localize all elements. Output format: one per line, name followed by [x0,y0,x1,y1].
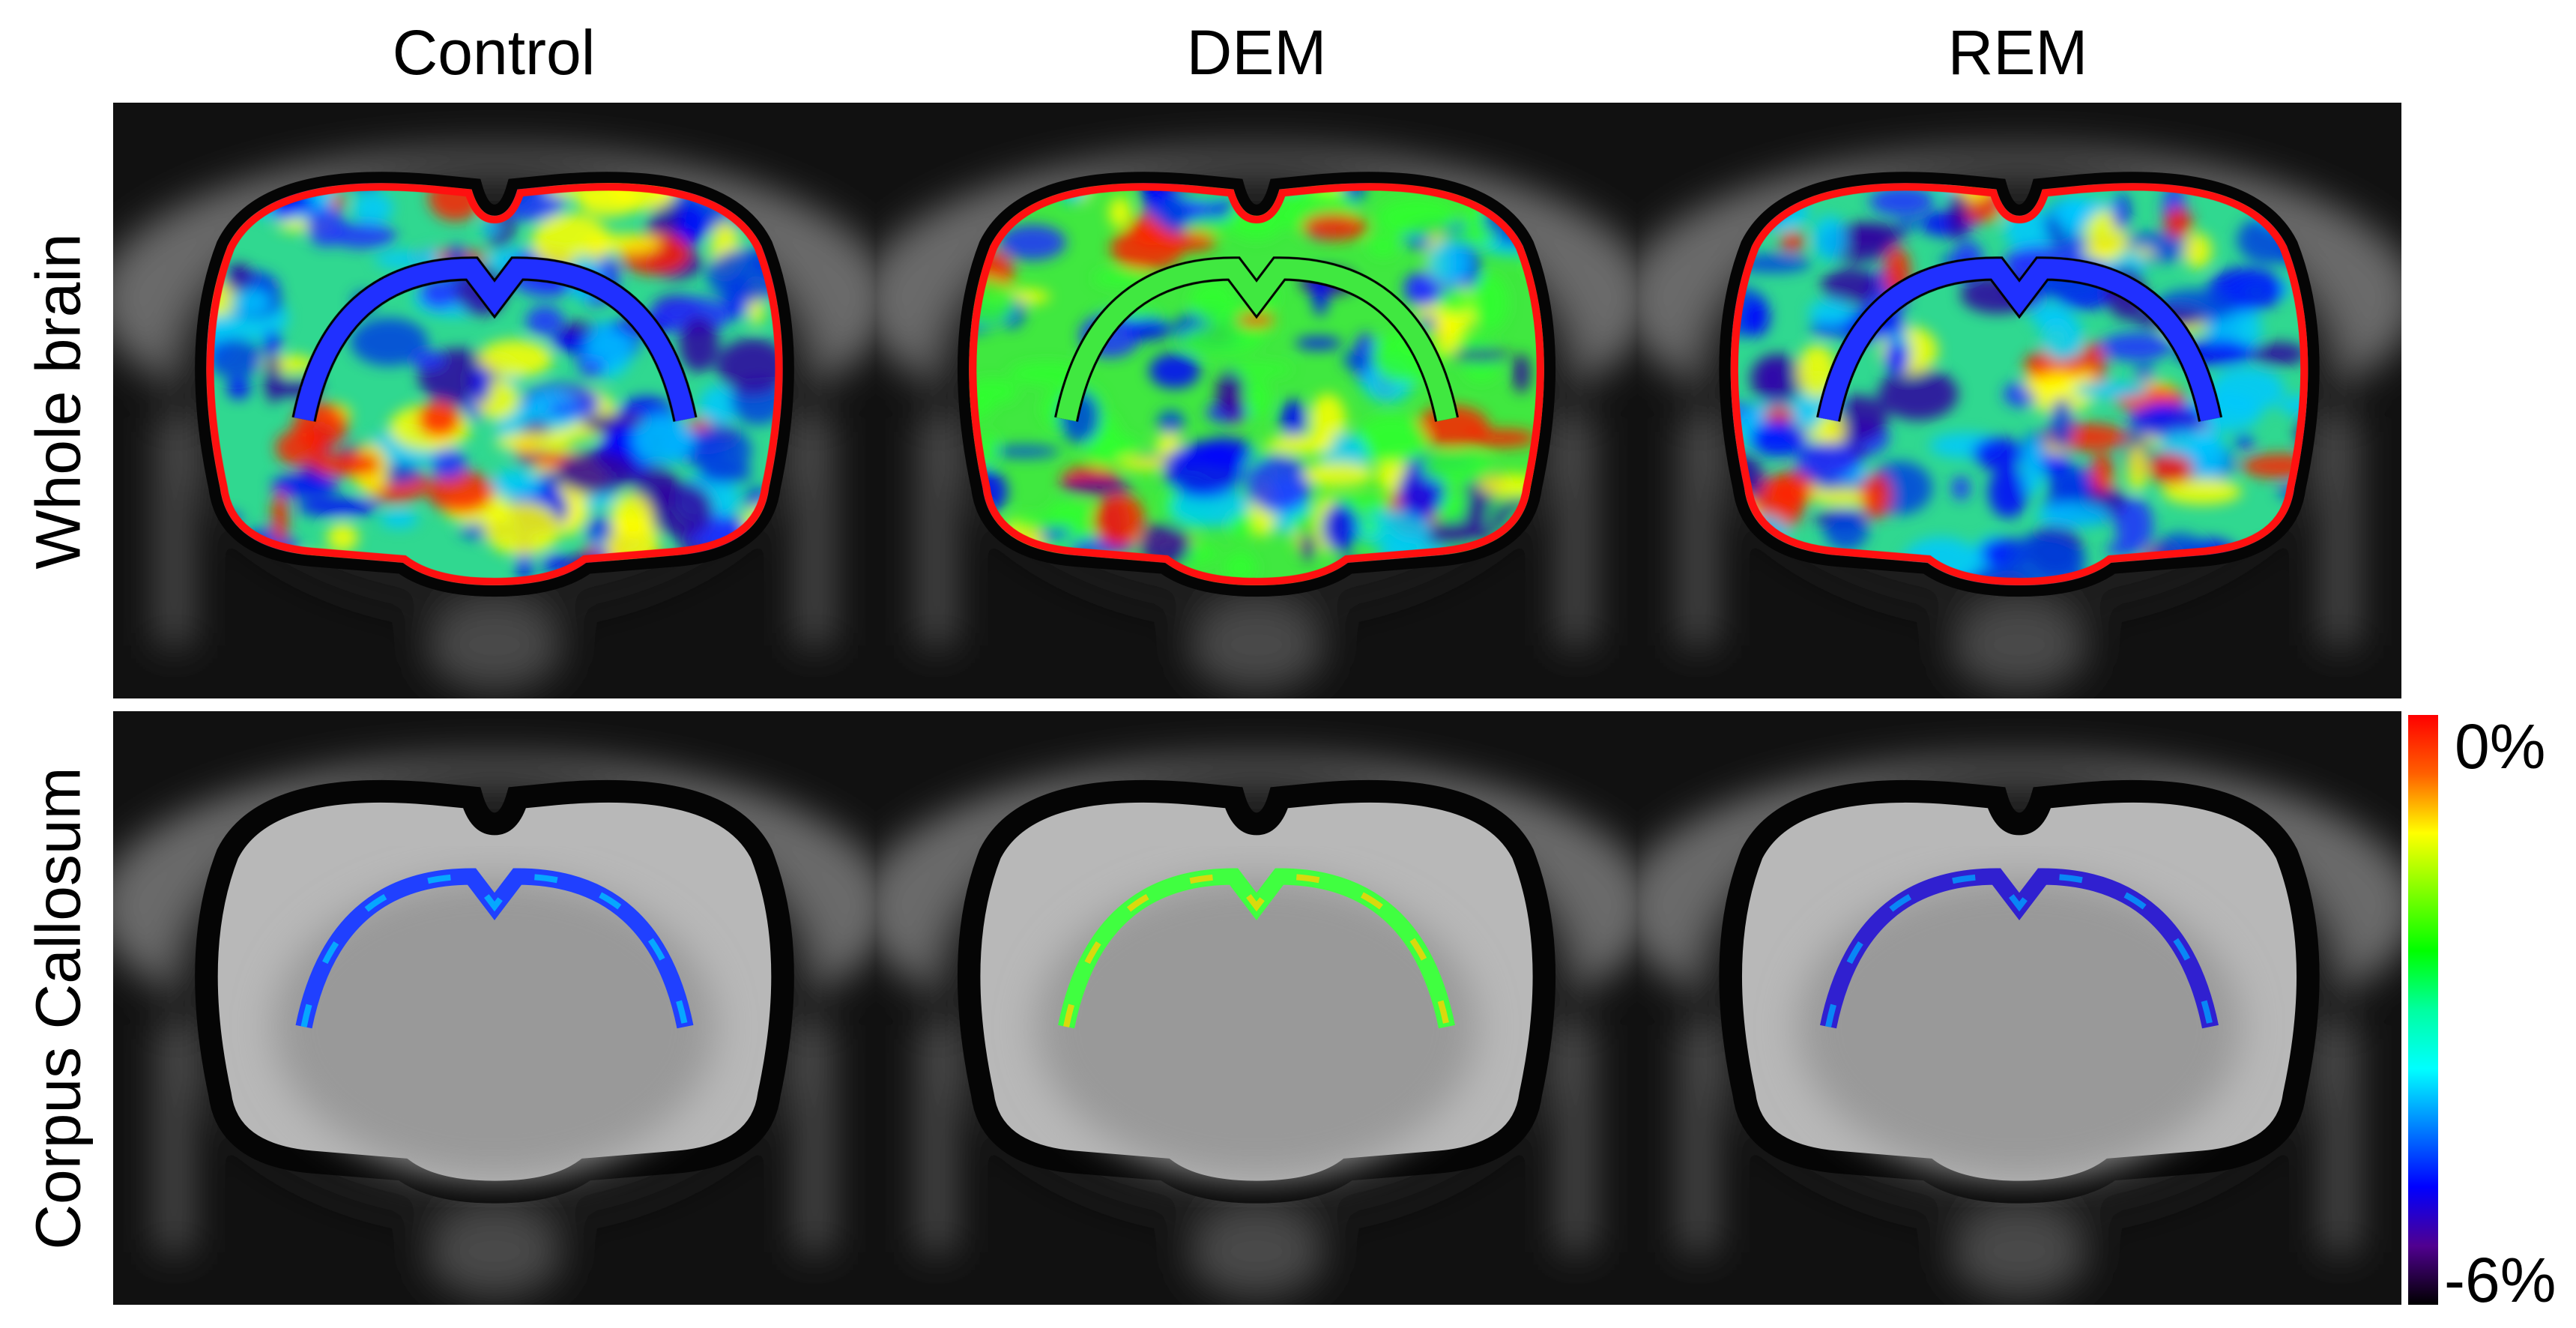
column-title-dem: DEM [1186,17,1327,88]
column-title-rem: REM [1947,17,2088,88]
corpus-callosum-contour [1818,259,2221,422]
row-label-whole-brain: Whole brain [22,233,94,570]
corpus-callosum-contour [294,259,695,422]
mri-panel-whole-brain-dem [876,103,1637,698]
mri-panel-corpus-callosum-control [113,711,876,1305]
colorbar [2408,715,2438,1305]
mri-panel-whole-brain-rem [1637,103,2401,698]
mri-panel-corpus-callosum-rem [1637,711,2401,1305]
colorbar-min-label: -6% [2444,1245,2557,1315]
colorbar-max-label: 0% [2455,711,2546,782]
signal-change-map [206,183,783,586]
mri-panel-whole-brain-control [113,103,876,698]
row-label-corpus-callosum: Corpus Callosum [22,767,94,1250]
corpus-callosum-contour [1056,259,1457,422]
column-title-control: Control [392,17,596,88]
mri-panel-corpus-callosum-dem [876,711,1637,1305]
